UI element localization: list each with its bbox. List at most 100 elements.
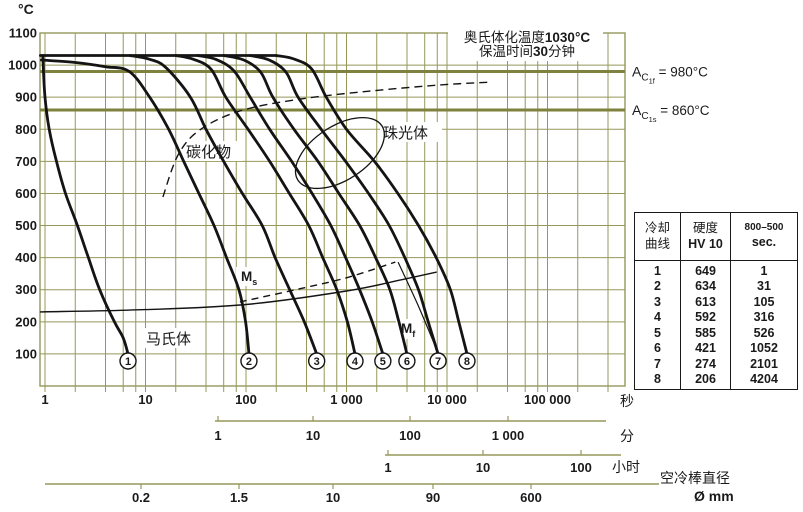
seconds-tick-label: 1 xyxy=(41,392,48,407)
svg-text:奥氏体化温度1030°C: 奥氏体化温度1030°C xyxy=(464,29,590,45)
curve-number-badge-2: 2 xyxy=(240,352,258,370)
curve-number-badge-1: 1 xyxy=(119,352,137,370)
table-header-col: 800–500 sec. xyxy=(731,213,797,260)
pearlite-label: 珠光体 xyxy=(383,125,428,142)
cooling-curve-5 xyxy=(196,54,385,356)
table-cell: 1 xyxy=(654,263,661,278)
ms-dashed-line xyxy=(239,261,396,303)
label-halo xyxy=(448,25,603,61)
table-cell: 316 xyxy=(753,310,775,325)
plot-border xyxy=(39,32,626,387)
table-body-col: 1 31 105 316 526 1052 2101 4204 xyxy=(731,261,797,389)
cooling-curve-2 xyxy=(40,58,251,356)
martensite-label: 马氏体 xyxy=(146,331,191,348)
hours-axis-tick-label: 100 xyxy=(570,460,592,475)
table-cell: 1052 xyxy=(750,341,778,356)
y-axis-unit: °C xyxy=(18,1,34,17)
svg-text:8: 8 xyxy=(464,356,470,368)
cooling-curve-1 xyxy=(41,54,130,356)
table-cell: 421 xyxy=(695,341,716,356)
table-header-line: 硬度 xyxy=(692,220,718,235)
hours-unit-label: 小时 xyxy=(612,459,640,475)
svg-text:1: 1 xyxy=(125,356,131,368)
minutes-axis-tick-label: 10 xyxy=(306,428,320,443)
y-tick-label: 400 xyxy=(15,250,37,265)
y-tick-label: 600 xyxy=(15,186,37,201)
table-cell: 2101 xyxy=(750,356,778,371)
seconds-tick-label: 10 xyxy=(138,392,152,407)
carbide-label: 碳化物 xyxy=(186,144,231,161)
svg-text:保温时间30分钟: 保温时间30分钟 xyxy=(479,43,575,59)
diameter-axis-tick-label: 0.2 xyxy=(132,490,150,505)
svg-text:5: 5 xyxy=(380,356,386,368)
table-cell: 3 xyxy=(654,294,661,309)
table-cell: 634 xyxy=(695,279,716,294)
hours-axis-tick-label: 10 xyxy=(476,460,490,475)
cooling-curve-3 xyxy=(128,54,319,356)
cooling-curve-4 xyxy=(174,54,357,356)
seconds-unit-label: 秒 xyxy=(620,393,634,409)
cooling-curve-8 xyxy=(274,54,469,356)
hours-axis-tick-label: 1 xyxy=(384,460,391,475)
table-cell: 649 xyxy=(695,263,716,278)
label-halo xyxy=(236,267,264,286)
y-tick-label: 500 xyxy=(15,218,37,233)
diameter-axis-tick-label: 90 xyxy=(426,490,440,505)
table-cell: 5 xyxy=(654,325,661,340)
cooling-curve-7 xyxy=(248,54,440,356)
y-tick-label: 1000 xyxy=(8,58,37,73)
hardness-table-body: 1 2 3 4 5 6 7 8 649 634 613 592 585 421 274 206 1 31 105 31… xyxy=(635,261,797,389)
label-halo xyxy=(380,122,442,142)
svg-text:4: 4 xyxy=(352,356,359,368)
table-header-line: 曲线 xyxy=(644,236,670,251)
y-tick-label: 900 xyxy=(15,90,37,105)
table-header-col: 硬度 HV 10 xyxy=(681,213,731,260)
table-cell: 526 xyxy=(753,325,775,340)
table-header-line: sec. xyxy=(751,234,777,249)
curve-number-badge-6: 6 xyxy=(398,352,416,370)
table-header-line: HV 10 xyxy=(688,236,723,251)
minutes-unit-label: 分 xyxy=(620,428,634,444)
minutes-axis-tick-label: 1 xyxy=(214,428,221,443)
table-cell: 31 xyxy=(757,279,771,294)
curve-number-badge-4: 4 xyxy=(346,352,364,370)
y-tick-label: 300 xyxy=(15,282,37,297)
hardness-table-header: 冷却 曲线 硬度 HV 10 800–500 sec. xyxy=(635,213,797,261)
plot-grid xyxy=(40,32,625,386)
y-tick-label: 100 xyxy=(15,346,37,361)
table-cell: 613 xyxy=(695,294,716,309)
table-header-line: 冷却 xyxy=(644,220,670,235)
table-cell: 592 xyxy=(695,310,716,325)
table-cell: 2 xyxy=(654,279,661,294)
table-header-col: 冷却 曲线 xyxy=(635,213,681,260)
ac-label-860: AC1s = 860°C xyxy=(632,102,710,124)
hardness-table: 冷却 曲线 硬度 HV 10 800–500 sec. 1 2 3 4 5 6 7 8 649 634 613 5… xyxy=(634,212,798,390)
seconds-axis: 1 10 100 1 000 10 000 100 000 秒 xyxy=(41,386,634,409)
hours-axis: 1 10 100 小时 xyxy=(384,450,640,475)
minutes-axis: 1 10 100 1 000 分 xyxy=(214,416,634,444)
ms-label: Ms xyxy=(241,269,257,287)
y-tick-label: 700 xyxy=(15,154,37,169)
table-cell: 4 xyxy=(654,310,661,325)
seconds-tick-label: 100 000 xyxy=(524,392,571,407)
table-cell: 7 xyxy=(654,356,661,371)
curve-number-badge-3: 3 xyxy=(307,352,326,370)
cooling-curve-6 xyxy=(222,54,409,356)
label-halo xyxy=(182,141,242,161)
svg-text:3: 3 xyxy=(314,356,320,368)
ms-line xyxy=(39,271,437,313)
label-halo xyxy=(143,328,203,348)
svg-text:7: 7 xyxy=(435,356,441,368)
svg-text:2: 2 xyxy=(246,356,252,368)
table-cell: 8 xyxy=(654,372,661,387)
diameter-axis-tick-label: 1.5 xyxy=(230,490,248,505)
diameter-unit-label: Ø mm xyxy=(694,488,734,504)
table-header-line: 800–500 xyxy=(744,222,784,234)
table-cell: 206 xyxy=(695,372,716,387)
y-tick-label: 800 xyxy=(15,122,37,137)
diameter-axis-tick-label: 600 xyxy=(520,490,542,505)
table-body-col: 649 634 613 592 585 421 274 206 xyxy=(681,261,731,389)
